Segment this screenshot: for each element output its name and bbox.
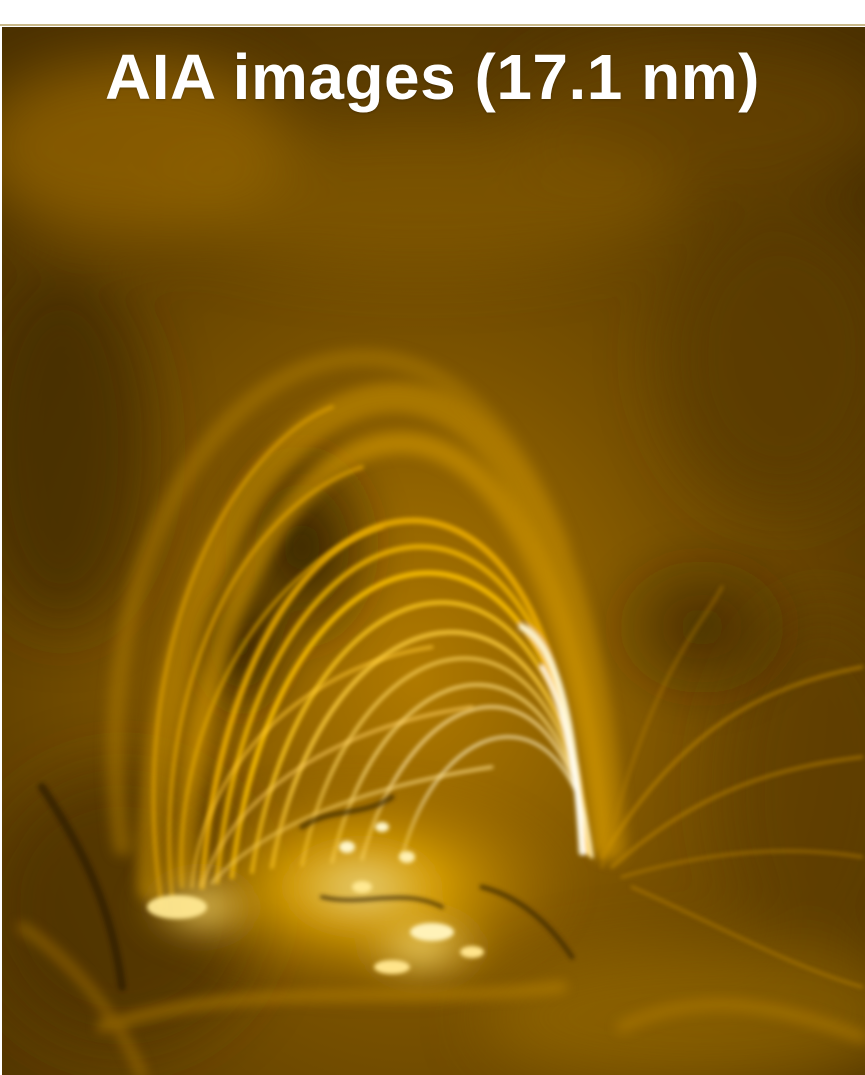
top-divider (0, 24, 865, 26)
image-title: AIA images (17.1 nm) (105, 41, 760, 113)
solar-image (2, 27, 865, 1075)
top-margin (0, 0, 865, 27)
solar-corona-picture (2, 27, 865, 1075)
